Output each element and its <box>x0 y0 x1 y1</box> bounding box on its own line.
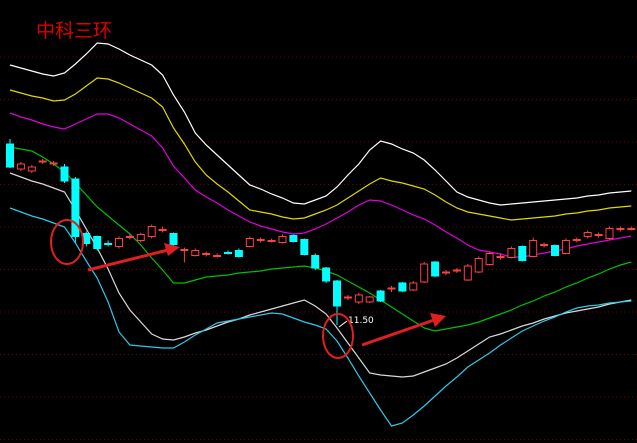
arrow-shaft <box>361 318 435 347</box>
candle-body <box>496 256 505 258</box>
candle-body <box>71 178 80 237</box>
candle-body <box>6 143 14 168</box>
candle-body <box>594 234 603 236</box>
candle-body <box>300 239 309 255</box>
band-line <box>9 42 632 206</box>
highlight-ellipse <box>50 219 84 265</box>
candle-body <box>245 238 254 247</box>
candle-body <box>224 252 232 254</box>
candle-body <box>234 250 243 257</box>
candle-body <box>387 287 396 290</box>
candle-body <box>420 263 429 283</box>
candle-body <box>289 235 298 242</box>
arrow-shaft <box>87 248 169 272</box>
candle-body <box>518 246 527 261</box>
candle-body <box>583 232 592 237</box>
candle-body <box>213 255 222 257</box>
annotation-pointer <box>338 320 348 328</box>
annotation-label: 11.50 <box>348 316 374 326</box>
candle-body <box>431 261 440 277</box>
arrow-head <box>164 243 180 256</box>
candle-body <box>136 234 145 241</box>
chart-title: 中科三环 <box>36 20 112 42</box>
candle-body <box>616 228 625 230</box>
band-line <box>9 146 632 332</box>
candle-body <box>540 244 549 246</box>
band-line <box>9 77 632 221</box>
candle-body <box>551 245 559 256</box>
candle-body <box>343 296 352 299</box>
candle-body <box>507 248 516 258</box>
candle-body <box>333 280 341 307</box>
band-line <box>9 207 632 427</box>
candle-body <box>93 236 102 249</box>
candle-body <box>409 282 418 291</box>
candle-body <box>561 240 570 254</box>
candle-body <box>452 269 461 272</box>
candle-body <box>398 282 407 292</box>
candle-body <box>104 243 113 245</box>
candle-body <box>529 240 538 257</box>
candle-body <box>442 271 450 274</box>
candle-body <box>147 226 156 237</box>
candle-body <box>354 294 363 303</box>
candle-body <box>572 239 581 241</box>
candle-body <box>27 166 36 172</box>
candle-body <box>627 228 636 230</box>
highlights <box>50 219 446 359</box>
candle-body <box>267 240 276 242</box>
highlight-ellipse <box>322 313 354 359</box>
candle-body <box>256 239 265 241</box>
candle-body <box>376 290 385 302</box>
candle-body <box>125 236 134 238</box>
candle-body <box>474 258 483 273</box>
annotations: 11.50 <box>338 316 374 328</box>
candle-body <box>191 250 200 256</box>
candle-body <box>365 296 374 303</box>
candle-body <box>311 255 320 269</box>
candle-body <box>169 233 178 245</box>
candle-body <box>115 238 123 247</box>
candle-body <box>278 236 287 243</box>
band-line <box>9 172 632 378</box>
candle-body <box>16 163 25 170</box>
candle-body <box>49 162 58 165</box>
candle-body <box>463 265 472 281</box>
candles <box>6 139 636 325</box>
candle-body <box>485 253 494 265</box>
candle-body <box>180 249 189 251</box>
candle-body <box>38 160 47 163</box>
candle-body <box>60 166 69 182</box>
arrow-head <box>430 313 446 327</box>
band-lines <box>9 42 632 427</box>
candle-body <box>605 228 614 239</box>
band-line <box>9 112 632 258</box>
candle-body <box>158 229 167 231</box>
candle-body <box>202 253 211 255</box>
candle-body <box>322 267 331 282</box>
